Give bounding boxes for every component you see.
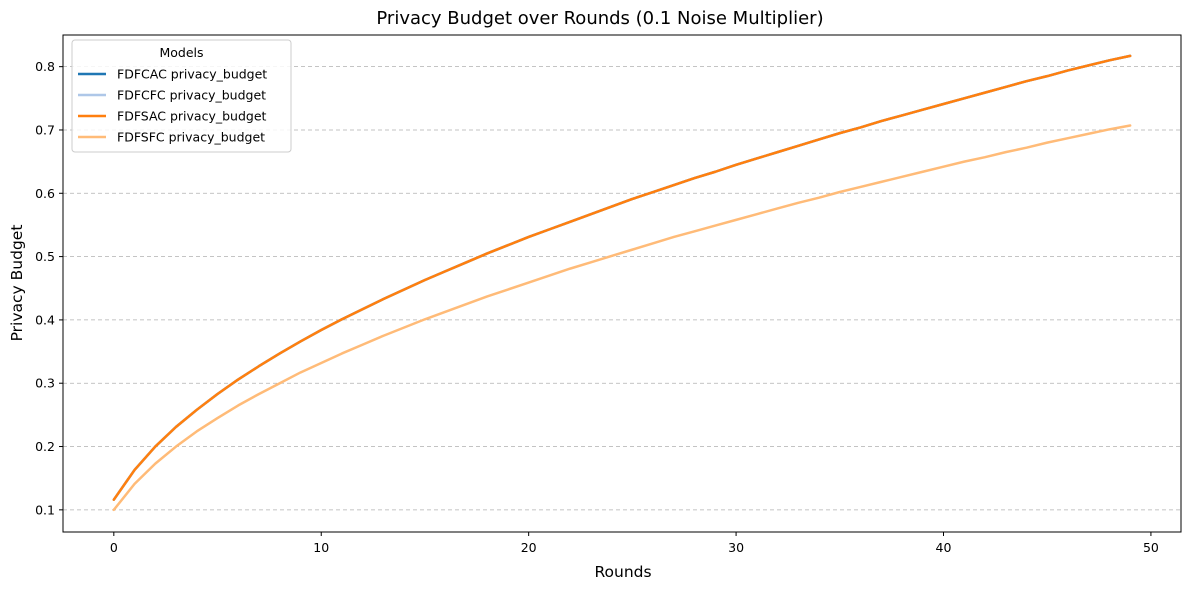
x-tick-label: 30 <box>728 540 744 555</box>
axis-ticks: 0.1 0.2 0.3 0.4 0.5 0.6 0.7 0.8 0 10 20 30 40 50 <box>35 59 1159 555</box>
x-tick-label: 50 <box>1143 540 1159 555</box>
legend-box <box>71 39 292 153</box>
x-axis-label: Rounds <box>594 563 651 581</box>
x-tick-label: 10 <box>313 540 329 555</box>
y-tick-label: 0.5 <box>35 249 55 264</box>
y-tick-label: 0.8 <box>35 59 55 74</box>
legend-label: FDFCAC privacy_budget <box>117 67 267 82</box>
y-tick-label: 0.4 <box>35 312 55 327</box>
y-axis-label: Privacy Budget <box>8 225 26 342</box>
series-line-fdfsfc <box>112 124 1132 512</box>
y-tick-label: 0.6 <box>35 186 55 201</box>
y-tick-label: 0.1 <box>35 502 55 517</box>
y-tick-label: 0.3 <box>35 376 55 391</box>
y-tick-label: 0.7 <box>35 122 55 137</box>
series-line-fdfsac <box>112 54 1132 501</box>
grid-lines <box>63 66 1181 511</box>
legend-items: FDFCAC privacy_budget FDFCFC privacy_budg… <box>78 67 267 145</box>
legend-label: FDFSFC privacy_budget <box>117 130 265 145</box>
x-tick-label: 40 <box>936 540 952 555</box>
y-tick-label: 0.2 <box>35 439 55 454</box>
x-tick-label: 20 <box>521 540 537 555</box>
series-lines <box>112 54 1132 512</box>
legend: Models FDFCAC privacy_budget FDFCFC priva… <box>71 39 292 153</box>
chart-title: Privacy Budget over Rounds (0.1 Noise Mu… <box>376 8 823 29</box>
legend-label: FDFCFC privacy_budget <box>117 88 266 103</box>
legend-title: Models <box>159 45 203 60</box>
x-tick-label: 0 <box>110 540 118 555</box>
legend-label: FDFSAC privacy_budget <box>117 109 267 124</box>
plot-frame <box>62 34 1182 533</box>
